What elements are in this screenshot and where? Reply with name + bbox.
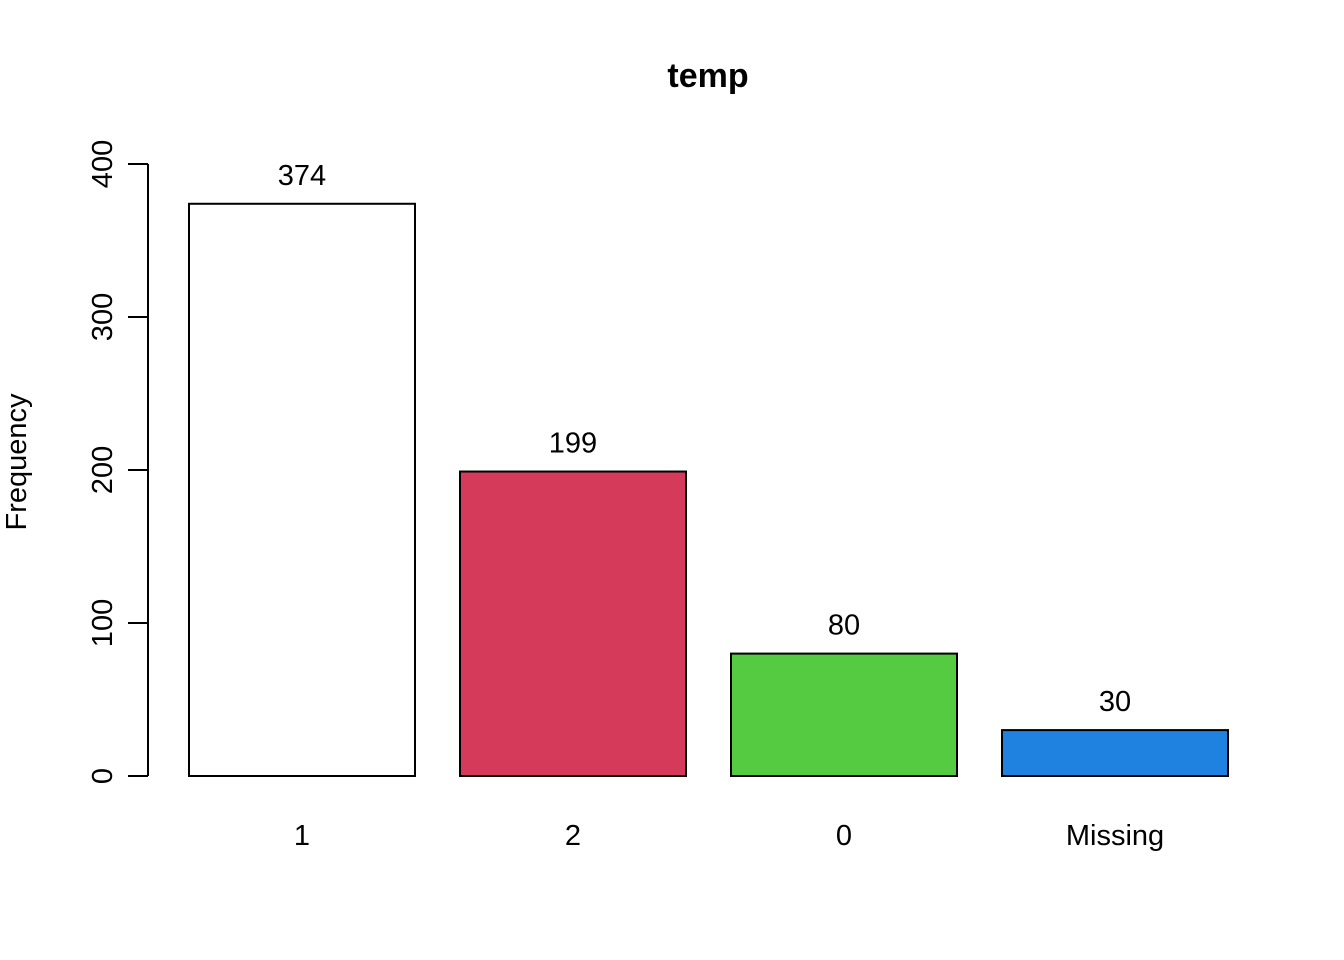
bar (1001, 729, 1229, 777)
bar (459, 470, 687, 777)
y-axis: 0 100 200 300 400 (87, 140, 149, 784)
x-axis-tick-label: 2 (565, 820, 581, 852)
y-axis-tick-label: 300 (87, 293, 119, 341)
bar (188, 202, 416, 777)
bar-value-label: 30 (1099, 686, 1131, 718)
y-axis-tick-label: 200 (87, 446, 119, 494)
y-axis-tick-label: 400 (87, 140, 119, 188)
bar (730, 652, 958, 777)
bar-value-label: 199 (549, 428, 597, 460)
y-axis-tick-label: 0 (87, 768, 119, 784)
bars-group: 374 199 80 30 (188, 160, 1229, 777)
bar-value-label: 374 (278, 160, 326, 192)
x-axis-tick-label: 1 (294, 820, 310, 852)
x-axis-tick-labels: 1 2 0 Missing (294, 820, 1164, 852)
bar-value-label: 80 (828, 610, 860, 642)
y-axis-label: Frequency (1, 393, 33, 531)
x-axis-tick-label: 0 (836, 820, 852, 852)
x-axis-tick-label: Missing (1066, 820, 1164, 852)
y-axis-tick-label: 100 (87, 599, 119, 647)
chart-title: temp (667, 57, 748, 95)
